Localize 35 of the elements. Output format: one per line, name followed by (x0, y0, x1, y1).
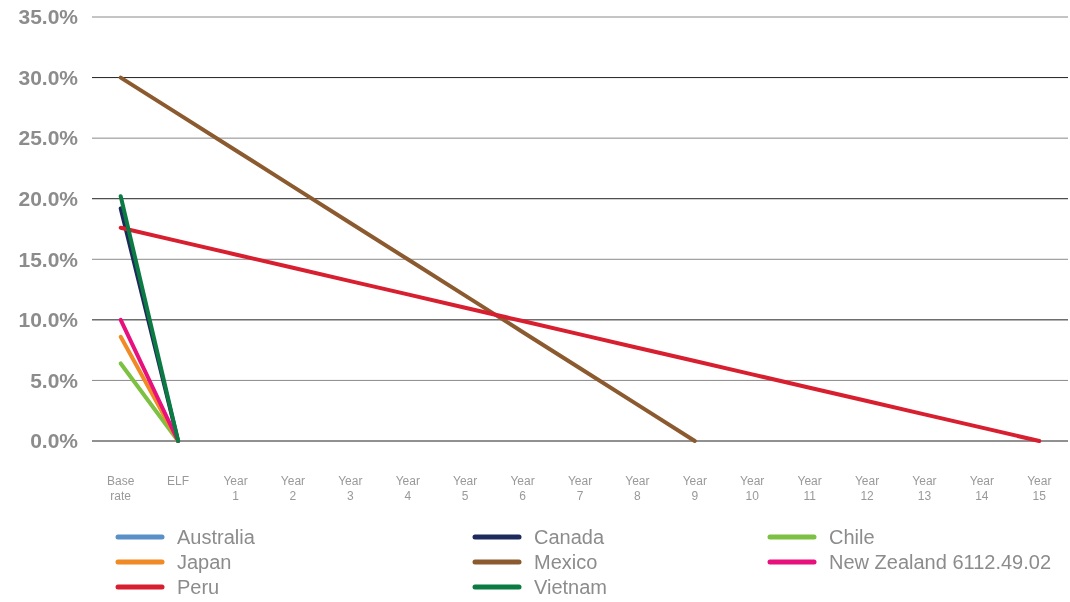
y-tick-label: 35.0% (18, 5, 79, 29)
y-tick-label: 10.0% (18, 308, 79, 332)
y-tick-label: 15.0% (18, 247, 79, 271)
legend-label: Mexico (534, 551, 598, 573)
legend-label: Australia (177, 526, 256, 548)
x-tick-label: Year 10 (740, 474, 765, 503)
line-series (118, 75, 697, 443)
legend-label: Peru (177, 576, 220, 598)
legend-label: Japan (177, 551, 232, 573)
x-tick-label: Year 4 (395, 474, 420, 503)
x-tick-label: Base rate (107, 474, 135, 503)
y-tick-label: 0.0% (30, 429, 79, 453)
x-tick-label: Year 7 (567, 474, 593, 503)
y-tick-label: 5.0% (30, 368, 79, 392)
x-tick-label: Year 8 (625, 474, 650, 503)
x-tick-label: ELF (167, 474, 190, 488)
x-tick-label: Year 2 (280, 474, 306, 503)
x-tick-label: Year 14 (969, 474, 995, 503)
y-tick-label: 20.0% (18, 187, 79, 211)
x-tick-label: Year 6 (510, 474, 535, 503)
legend-label: Vietnam (534, 576, 608, 598)
x-tick-label: Year 1 (223, 474, 248, 503)
legend-label: New Zealand 6112.49.02 (829, 551, 1052, 573)
x-tick-label: Year 9 (682, 474, 707, 503)
x-tick-label: Year 13 (912, 474, 937, 503)
legend-label: Canada (534, 526, 605, 548)
line-series (118, 225, 1042, 443)
x-tick-label: Year 3 (338, 474, 363, 503)
x-tick-label: Year 5 (453, 474, 478, 503)
legend-label: Chile (829, 526, 875, 548)
x-tick-label: Year 15 (1027, 474, 1052, 503)
y-tick-label: 30.0% (18, 65, 79, 89)
x-tick-label: Year 12 (854, 474, 880, 503)
x-tick-label: Year 11 (797, 474, 822, 503)
y-tick-label: 25.0% (18, 126, 79, 150)
